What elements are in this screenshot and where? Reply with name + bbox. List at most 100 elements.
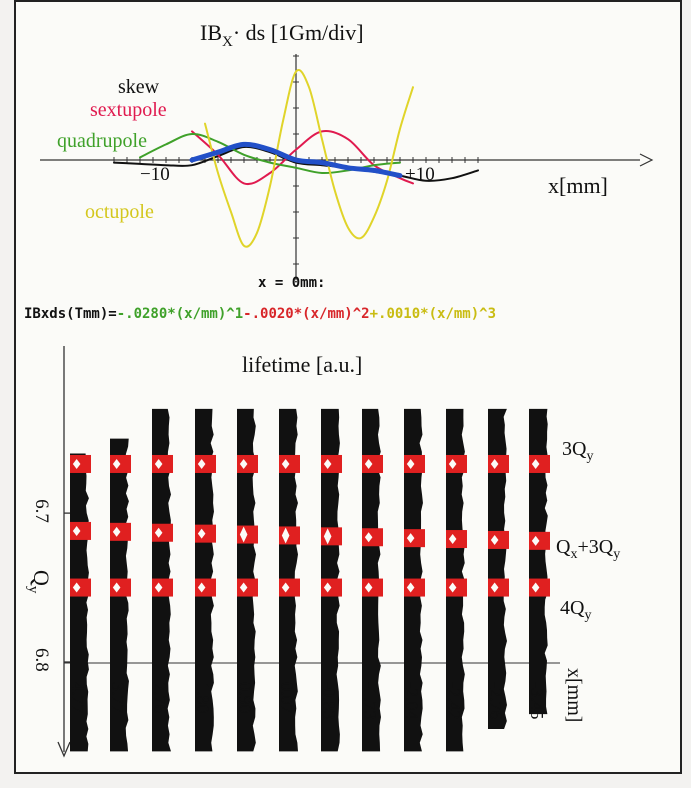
lifetime-dip	[490, 458, 499, 469]
qy-tick-label-6.7: 6.7	[31, 499, 52, 523]
lifetime-dip	[154, 527, 163, 538]
resonance-band	[362, 454, 383, 473]
bottom-axes	[57, 346, 560, 758]
formula-part-prefix: IBxds(Tmm)=	[24, 306, 117, 322]
x-category-label: -0.83	[319, 682, 339, 720]
lifetime-dip	[112, 458, 121, 469]
lifetime-dip	[323, 528, 332, 545]
resonance-band	[529, 531, 550, 550]
x-category-label: -2.04	[402, 682, 422, 720]
top-xlabel: x[mm]	[548, 173, 608, 198]
lifetime-dip	[364, 532, 373, 543]
x-category-label: 1.80	[193, 682, 213, 714]
resonance-band	[321, 578, 342, 597]
lifetime-dip	[72, 458, 81, 469]
bottom-chart-title: lifetime [a.u.]	[242, 352, 362, 377]
resonance-band	[488, 454, 509, 473]
legend-octupole: octupole	[85, 201, 154, 223]
bottom-xlabel: x[mm]	[563, 668, 585, 722]
resonance-band	[152, 523, 173, 542]
lifetime-dip	[448, 582, 457, 593]
lifetime-dip	[239, 582, 248, 593]
qy-axis-label: Qy	[25, 570, 54, 594]
resonance-band	[362, 528, 383, 547]
lifetime-dip	[448, 534, 457, 545]
resonance-band	[279, 454, 300, 473]
x-axis-arrow	[639, 153, 654, 167]
resonance-band	[110, 454, 131, 473]
lifetime-dip	[154, 582, 163, 593]
lifetime-dip	[448, 458, 457, 469]
lifetime-dip	[490, 534, 499, 545]
lifetime-dip	[281, 582, 290, 593]
resonance-band	[70, 454, 91, 473]
resonance-band	[404, 454, 425, 473]
lifetime-dip	[531, 535, 540, 546]
lifetime-dip	[72, 525, 81, 536]
lifetime-bars	[70, 408, 550, 752]
lifetime-dip	[406, 458, 415, 469]
formula-part-cubic: +.0010*(x/mm)^3	[370, 306, 496, 322]
resonance-band	[279, 578, 300, 597]
resonance-band	[488, 578, 509, 597]
resonance-band	[529, 578, 550, 597]
lifetime-dip	[112, 526, 121, 537]
lifetime-dip	[112, 582, 121, 593]
legend-skew: skew	[118, 76, 160, 98]
x-category-label: 2.76	[150, 682, 170, 714]
x-category-label: 3.77	[108, 682, 128, 714]
multipole-field-chart: IBX· ds [1Gm/div] skew sextupole quadrup…	[24, 20, 654, 322]
resonance-band	[152, 454, 173, 473]
x-category-label: 0.90	[235, 682, 255, 714]
lifetime-dip	[364, 458, 373, 469]
legend-sextupole: sextupole	[90, 99, 167, 121]
resonance-band	[488, 530, 509, 549]
lifetime-dip	[281, 527, 290, 544]
resonance-band	[110, 522, 131, 541]
lifetime-dip	[531, 458, 540, 469]
lifetime-dip	[154, 458, 163, 469]
fit-formula: IBxds(Tmm)=-.0280*(x/mm)^1-.0020*(x/mm)^…	[24, 306, 496, 322]
lifetime-dip	[239, 526, 248, 543]
lifetime-dip	[406, 533, 415, 544]
lifetime-dip	[490, 582, 499, 593]
qy-tick-label-6.8: 6.8	[31, 648, 52, 672]
lifetime-bar	[488, 408, 507, 729]
x-category-label: -1.73	[360, 682, 380, 720]
center-label: x = 0mm:	[258, 275, 325, 291]
lifetime-dip	[281, 458, 290, 469]
x-category-label: 4.77	[68, 682, 88, 714]
lifetime-dip	[197, 458, 206, 469]
lifetime-dip	[239, 458, 248, 469]
resonance-band	[321, 454, 342, 473]
resonance-band	[404, 578, 425, 597]
lifetime-dip	[72, 582, 81, 593]
series-octupole	[204, 69, 414, 248]
lifetime-dip	[364, 582, 373, 593]
lifetime-dip	[323, 458, 332, 469]
lifetime-dip	[197, 528, 206, 539]
x-category-label: 0.07	[277, 682, 297, 714]
resonance-band	[529, 454, 550, 473]
formula-part-quadratic: -.0020*(x/mm)^2	[243, 306, 369, 322]
x-tick-plus10: +10	[405, 164, 435, 185]
resonance-band	[195, 454, 216, 473]
x-category-label: -2.42	[444, 682, 464, 720]
bottom-labels: 6.7 6.8 Qy 4.77 3.77 2.76 1.80 0.90 0.07 -0.83 -1.…	[25, 438, 620, 722]
resonance-band	[446, 578, 467, 597]
x-category-label: -2.76	[486, 682, 506, 720]
resonance-band	[362, 578, 383, 597]
resonance-label-4qy: 4Qy	[560, 597, 591, 623]
lifetime-dip	[197, 582, 206, 593]
lifetime-dip	[531, 582, 540, 593]
resonance-band	[446, 454, 467, 473]
formula-part-linear: -.0280*(x/mm)^1	[117, 306, 243, 322]
resonance-band	[70, 521, 91, 540]
resonance-band	[446, 530, 467, 549]
legend-quadrupole: quadrupole	[57, 130, 147, 152]
series-skew	[113, 145, 479, 182]
top-series-group	[113, 69, 479, 248]
lifetime-dip	[323, 582, 332, 593]
resonance-band	[195, 578, 216, 597]
